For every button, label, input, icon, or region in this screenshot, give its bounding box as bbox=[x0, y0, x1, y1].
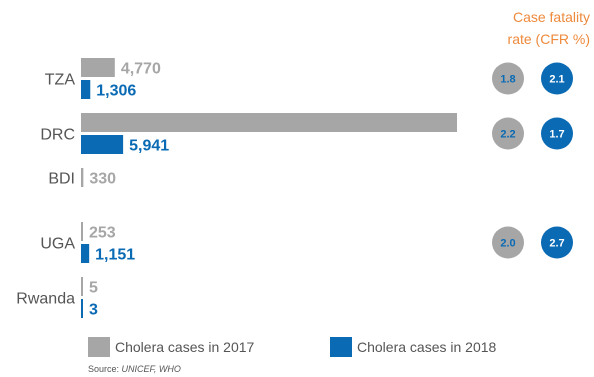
cfr-value-drc-2018: 1.7 bbox=[549, 129, 564, 141]
legend-swatch-2018 bbox=[330, 337, 352, 357]
category-label-bdi: BDI bbox=[48, 171, 75, 188]
value-label-tza-2018: 1,306 bbox=[96, 83, 136, 100]
legend-label-2017: Cholera cases in 2017 bbox=[115, 339, 255, 355]
source-value: UNICEF, WHO bbox=[122, 364, 181, 374]
legend-label-2018: Cholera cases in 2018 bbox=[357, 339, 497, 355]
category-label-tza: TZA bbox=[45, 72, 76, 89]
legend-swatch-2017 bbox=[88, 337, 110, 357]
cfr-circle-uga-2017 bbox=[492, 226, 524, 259]
bars-group: TZA 4,770 1,306 DRC 53,037 5,941 BDI 330 UGA 253 1… bbox=[16, 58, 457, 319]
cfr-value-uga-2017: 2.0 bbox=[500, 238, 515, 250]
source-prefix: Source: bbox=[88, 364, 122, 374]
bar-rwanda-2018 bbox=[81, 299, 83, 318]
value-label-uga-2018: 1,151 bbox=[95, 247, 135, 264]
cfr-value-uga-2018: 2.7 bbox=[549, 238, 564, 250]
cfr-circles-group: 1.8 2.1 2.2 1.7 2.0 2.7 bbox=[492, 62, 573, 259]
cfr-circle-drc-2018 bbox=[541, 117, 573, 150]
bar-uga-2018 bbox=[81, 244, 90, 263]
value-label-uga-2017: 253 bbox=[89, 225, 116, 242]
cfr-circle-drc-2017 bbox=[492, 117, 524, 150]
cfr-value-tza-2018: 2.1 bbox=[549, 74, 564, 86]
category-label-uga: UGA bbox=[40, 236, 75, 253]
bar-bdi-2017 bbox=[81, 168, 84, 187]
cfr-title-line2: rate (CFR %) bbox=[508, 31, 590, 47]
bar-rwanda-2017 bbox=[81, 277, 83, 296]
cfr-value-tza-2017: 1.8 bbox=[500, 74, 515, 86]
bar-tza-2017 bbox=[81, 58, 115, 77]
bar-drc-2018 bbox=[81, 135, 124, 154]
cfr-title-line1: Case fatality bbox=[513, 9, 590, 25]
value-label-tza-2017: 4,770 bbox=[121, 61, 161, 78]
value-label-rwanda-2017: 5 bbox=[89, 280, 98, 297]
cfr-title: Case fatality rate (CFR %) bbox=[508, 9, 590, 47]
value-label-rwanda-2018: 3 bbox=[89, 302, 98, 319]
category-label-drc: DRC bbox=[40, 127, 75, 144]
category-label-rwanda: Rwanda bbox=[16, 291, 75, 308]
bar-drc-2017 bbox=[81, 113, 457, 132]
cfr-circle-tza-2017 bbox=[492, 62, 524, 95]
value-label-drc-2017: 53,037 bbox=[404, 116, 453, 133]
legend: Cholera cases in 2017 Cholera cases in 2… bbox=[88, 337, 497, 357]
value-label-drc-2018: 5,941 bbox=[129, 138, 169, 155]
bar-uga-2017 bbox=[81, 222, 83, 241]
bar-tza-2018 bbox=[81, 80, 91, 99]
source-note: Source: UNICEF, WHO bbox=[88, 364, 181, 374]
cfr-circle-uga-2018 bbox=[541, 226, 573, 259]
cfr-value-drc-2017: 2.2 bbox=[500, 129, 515, 141]
value-label-bdi-2017: 330 bbox=[89, 171, 116, 188]
cfr-circle-tza-2018 bbox=[541, 62, 573, 95]
